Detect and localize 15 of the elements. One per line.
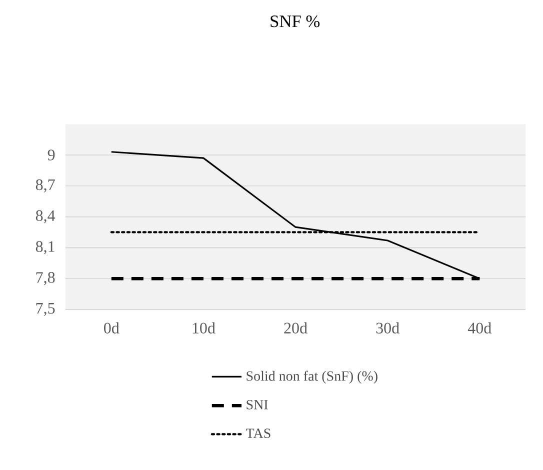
y-tick-label: 7,5	[36, 303, 55, 316]
y-tick-label: 9	[48, 150, 55, 161]
legend-label: SNI	[246, 400, 268, 410]
x-tick-label: 40d	[468, 322, 492, 334]
y-tick-label: 8,4	[36, 210, 56, 224]
legend-label: TAS	[246, 428, 270, 438]
x-tick-label: 0d	[104, 322, 120, 334]
y-tick-label: 7,8	[36, 272, 55, 286]
legend-label: Solid non fat (SnF) (%)	[246, 370, 378, 384]
chart-title: SNF %	[270, 16, 320, 28]
y-tick-label: 8,7	[36, 180, 55, 193]
x-tick-label: 30d	[376, 322, 400, 334]
x-tick-label: 20d	[284, 322, 308, 334]
y-tick-label: 8,1	[36, 241, 54, 254]
x-tick-label: 10d	[192, 322, 216, 334]
